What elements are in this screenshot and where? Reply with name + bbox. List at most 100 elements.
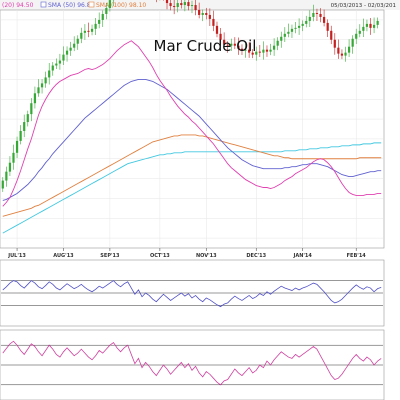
legend-close-icon[interactable] <box>88 1 95 8</box>
candle-body <box>305 20 308 24</box>
candle-body <box>173 6 176 8</box>
candle-body <box>183 2 186 6</box>
stoch-line <box>2 340 382 386</box>
candle-body <box>90 28 94 32</box>
candle-body <box>194 5 197 10</box>
sma-20-line <box>2 40 382 207</box>
main-pane: Mar Crude Oil <box>0 0 385 249</box>
x-tick-label: SEP'13 <box>100 253 120 259</box>
candle-body <box>273 45 276 50</box>
candle-body <box>294 27 297 29</box>
sma-100-line <box>2 134 382 217</box>
candle-body <box>276 40 279 46</box>
candle-body <box>55 63 58 66</box>
candle-body <box>201 12 204 15</box>
candle-body <box>76 38 79 44</box>
legend-bar: (20) 94.50 SMA (50) 96.83 SMA (100) 98.10 … <box>0 0 400 10</box>
legend-entry: (20) 94.50 <box>2 2 34 9</box>
legend-close-icon[interactable] <box>40 1 47 8</box>
candle-body <box>80 32 83 39</box>
stoch-pane <box>0 329 385 400</box>
candle-body <box>212 18 215 26</box>
candle-body <box>190 5 194 7</box>
x-tick-label: JAN'14 <box>292 253 312 259</box>
candle-body <box>23 122 26 131</box>
candle-body <box>240 48 244 51</box>
candle-body <box>244 49 247 51</box>
candle-body <box>33 93 37 104</box>
legend-entry: SMA (100) 98.10 <box>96 2 146 9</box>
candle-body <box>330 30 333 40</box>
candle-body <box>37 87 40 94</box>
candle-body <box>358 30 361 34</box>
candle-body <box>226 44 229 46</box>
x-tick-label: FEB'14 <box>347 253 367 259</box>
candle-body <box>237 45 240 49</box>
candle-body <box>101 13 104 20</box>
candle-body <box>69 47 72 51</box>
legend-entry: SMA (50) 96.83 <box>48 2 95 9</box>
candle-body <box>312 12 315 17</box>
candle-body <box>58 60 62 64</box>
x-tick-label: DEC'13 <box>246 253 266 259</box>
candle-body <box>40 83 44 88</box>
candle-body <box>105 8 108 14</box>
candle-body <box>372 24 376 28</box>
candle-body <box>98 19 101 24</box>
candle-body <box>326 22 329 31</box>
candle-body <box>322 16 326 23</box>
candle-body <box>301 23 304 26</box>
candle-body <box>219 33 222 40</box>
candle-body <box>215 25 219 34</box>
candle-body <box>333 39 336 48</box>
candle-body <box>308 16 311 21</box>
candle-body <box>87 30 90 32</box>
candle-body <box>340 53 344 56</box>
candle-body <box>315 12 319 14</box>
x-tick-label: AUG'13 <box>53 253 74 259</box>
sma-200-line <box>2 142 382 234</box>
candle-body <box>347 46 351 53</box>
candle-body <box>62 54 65 61</box>
candle-body <box>26 114 29 123</box>
candle-body <box>51 65 54 71</box>
candle-body <box>297 25 301 28</box>
candle-body <box>355 33 358 39</box>
candle-body <box>365 23 369 27</box>
candle-body <box>73 43 76 48</box>
candle-body <box>269 49 272 52</box>
candle-body <box>265 49 269 52</box>
candle-body <box>344 52 347 56</box>
candle-body <box>1 180 4 189</box>
candle-body <box>223 39 226 45</box>
candle-body <box>108 0 111 9</box>
candle-body <box>369 23 372 28</box>
candle-body <box>165 0 169 4</box>
candle-body <box>319 13 322 17</box>
candle-body <box>262 49 265 53</box>
candle-body <box>94 23 97 29</box>
candle-body <box>169 3 172 7</box>
candle-body <box>376 20 379 25</box>
candle-body <box>283 33 286 37</box>
sma-50-line <box>2 78 382 201</box>
candle-body <box>280 36 283 41</box>
candle-body <box>12 152 15 163</box>
candle-body <box>5 171 8 181</box>
candle-body <box>351 38 354 47</box>
chart-title: Mar Crude Oil <box>154 37 257 55</box>
candle-body <box>362 26 365 31</box>
x-tick-label: JUL'13 <box>7 253 26 259</box>
x-axis: JUL'13 AUG'13 SEP'13 OCT'13 NOV'13 DEC'13 JAN'… <box>7 248 366 259</box>
candle-body <box>255 51 258 55</box>
candle-body <box>287 31 290 34</box>
x-tick-label: OCT'13 <box>150 253 170 259</box>
candle-body <box>198 10 201 15</box>
candle-body <box>290 28 294 32</box>
candle-body <box>19 130 22 141</box>
candle-body <box>48 70 51 78</box>
candle-body <box>337 47 340 54</box>
candle-body <box>230 43 233 46</box>
candle-body <box>258 51 261 53</box>
x-tick-label: NOV'13 <box>196 253 217 259</box>
